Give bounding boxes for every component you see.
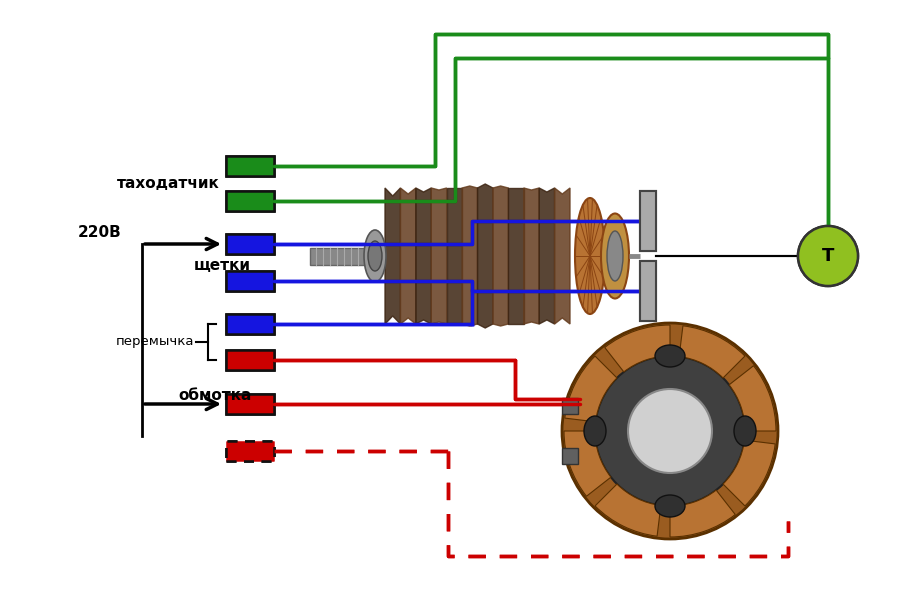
- Polygon shape: [431, 188, 446, 324]
- Wedge shape: [564, 431, 611, 496]
- Text: таходатчик: таходатчик: [117, 176, 220, 191]
- FancyBboxPatch shape: [226, 314, 274, 334]
- FancyBboxPatch shape: [226, 191, 274, 211]
- FancyBboxPatch shape: [226, 350, 274, 370]
- FancyBboxPatch shape: [310, 146, 675, 346]
- Ellipse shape: [584, 416, 606, 446]
- FancyBboxPatch shape: [226, 314, 274, 334]
- Circle shape: [595, 356, 745, 506]
- FancyBboxPatch shape: [226, 191, 274, 211]
- Ellipse shape: [734, 416, 756, 446]
- FancyBboxPatch shape: [562, 448, 578, 464]
- FancyBboxPatch shape: [226, 234, 274, 254]
- Polygon shape: [554, 188, 570, 324]
- FancyBboxPatch shape: [226, 271, 274, 291]
- Ellipse shape: [655, 495, 685, 517]
- Circle shape: [798, 226, 858, 286]
- FancyBboxPatch shape: [552, 313, 788, 549]
- Polygon shape: [524, 188, 539, 324]
- Text: щетки: щетки: [194, 259, 250, 274]
- Polygon shape: [478, 184, 493, 328]
- Wedge shape: [595, 484, 661, 536]
- Text: перемычка: перемычка: [115, 336, 194, 349]
- FancyBboxPatch shape: [226, 441, 274, 461]
- Wedge shape: [680, 326, 745, 378]
- FancyBboxPatch shape: [226, 394, 274, 414]
- Wedge shape: [729, 366, 776, 431]
- Ellipse shape: [575, 198, 605, 314]
- FancyBboxPatch shape: [226, 350, 274, 370]
- FancyBboxPatch shape: [226, 441, 274, 461]
- Polygon shape: [493, 186, 508, 326]
- Polygon shape: [416, 188, 431, 324]
- FancyBboxPatch shape: [226, 271, 274, 291]
- FancyBboxPatch shape: [226, 394, 274, 414]
- FancyBboxPatch shape: [640, 191, 656, 251]
- Ellipse shape: [655, 345, 685, 367]
- FancyBboxPatch shape: [226, 234, 274, 254]
- Wedge shape: [670, 490, 735, 537]
- Polygon shape: [462, 186, 478, 326]
- Polygon shape: [539, 188, 554, 324]
- FancyBboxPatch shape: [640, 191, 656, 251]
- Wedge shape: [565, 356, 617, 422]
- Polygon shape: [400, 188, 416, 324]
- Circle shape: [798, 226, 858, 286]
- Ellipse shape: [601, 213, 629, 299]
- FancyBboxPatch shape: [640, 261, 656, 321]
- Polygon shape: [385, 188, 400, 324]
- FancyBboxPatch shape: [310, 247, 372, 265]
- FancyBboxPatch shape: [226, 156, 274, 176]
- Wedge shape: [605, 325, 670, 372]
- FancyBboxPatch shape: [562, 398, 578, 414]
- Ellipse shape: [368, 241, 382, 271]
- Text: T: T: [822, 247, 834, 265]
- Polygon shape: [508, 188, 524, 324]
- Ellipse shape: [607, 231, 623, 281]
- Text: обмотка: обмотка: [178, 388, 252, 403]
- FancyBboxPatch shape: [640, 261, 656, 321]
- Circle shape: [562, 323, 778, 539]
- Wedge shape: [723, 440, 775, 506]
- Polygon shape: [446, 188, 462, 324]
- FancyBboxPatch shape: [226, 156, 274, 176]
- Circle shape: [628, 389, 712, 473]
- Ellipse shape: [364, 230, 386, 282]
- Text: T: T: [822, 247, 834, 265]
- Text: 220В: 220В: [78, 225, 122, 240]
